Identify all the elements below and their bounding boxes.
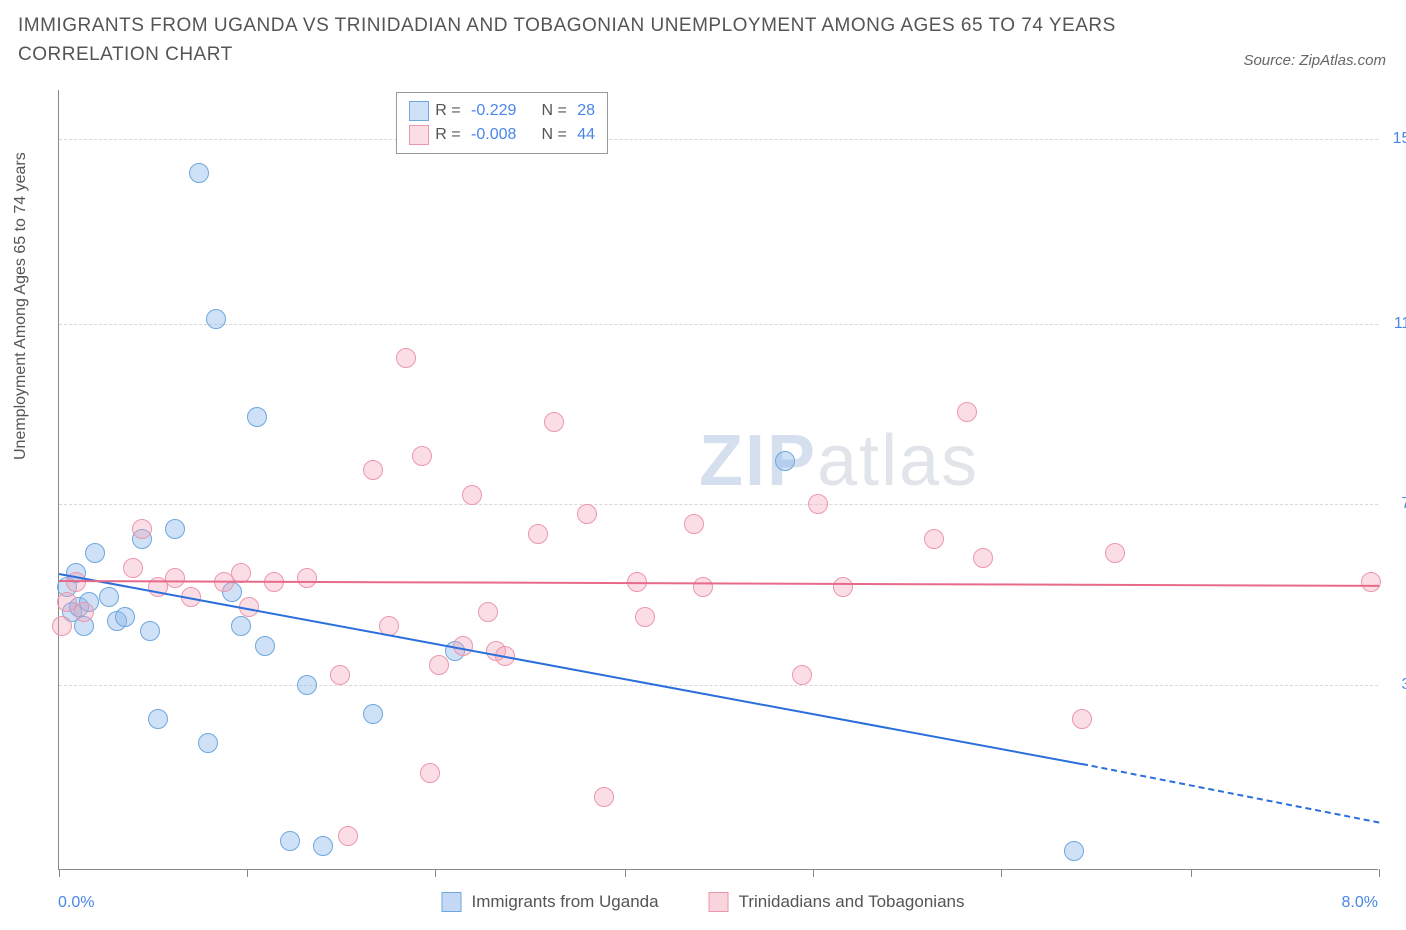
scatter-point bbox=[140, 621, 160, 641]
source-attribution: Source: ZipAtlas.com bbox=[1243, 52, 1386, 69]
trend-line bbox=[59, 580, 1379, 587]
scatter-point bbox=[206, 309, 226, 329]
legend-swatch-1 bbox=[442, 892, 462, 912]
scatter-point bbox=[412, 446, 432, 466]
scatter-point bbox=[297, 568, 317, 588]
scatter-point bbox=[363, 704, 383, 724]
scatter-point bbox=[280, 831, 300, 851]
x-tick bbox=[1379, 869, 1380, 877]
x-tick bbox=[1001, 869, 1002, 877]
scatter-point bbox=[792, 665, 812, 685]
scatter-point bbox=[577, 504, 597, 524]
r-label: R = bbox=[435, 126, 460, 144]
trend-line bbox=[1082, 763, 1379, 823]
x-tick bbox=[1191, 869, 1192, 877]
legend-bottom: Immigrants from Uganda Trinidadians and … bbox=[442, 892, 965, 912]
gridline bbox=[59, 504, 1378, 505]
scatter-point bbox=[165, 519, 185, 539]
scatter-point bbox=[453, 636, 473, 656]
scatter-point bbox=[52, 616, 72, 636]
scatter-point bbox=[1105, 543, 1125, 563]
gridline bbox=[59, 685, 1378, 686]
scatter-point bbox=[1072, 709, 1092, 729]
scatter-point bbox=[297, 675, 317, 695]
scatter-point bbox=[957, 402, 977, 422]
n-value: 44 bbox=[573, 126, 595, 144]
correlation-row: R = -0.229 N = 28 bbox=[409, 99, 595, 123]
r-value: -0.008 bbox=[467, 126, 527, 144]
scatter-point bbox=[808, 494, 828, 514]
scatter-point bbox=[396, 348, 416, 368]
scatter-point bbox=[973, 548, 993, 568]
scatter-point bbox=[148, 709, 168, 729]
scatter-point bbox=[684, 514, 704, 534]
scatter-point bbox=[338, 826, 358, 846]
n-value: 28 bbox=[573, 102, 595, 120]
scatter-point bbox=[255, 636, 275, 656]
scatter-point bbox=[99, 587, 119, 607]
legend-swatch-2 bbox=[709, 892, 729, 912]
legend-swatch bbox=[409, 101, 429, 121]
correlation-row: R = -0.008 N = 44 bbox=[409, 123, 595, 147]
x-tick bbox=[247, 869, 248, 877]
scatter-point bbox=[85, 543, 105, 563]
scatter-point bbox=[231, 563, 251, 583]
legend-item-series-2: Trinidadians and Tobagonians bbox=[709, 892, 965, 912]
x-axis-max-label: 8.0% bbox=[1342, 894, 1378, 912]
n-label: N = bbox=[533, 102, 567, 120]
r-label: R = bbox=[435, 102, 460, 120]
y-tick-label: 7.5% bbox=[1388, 495, 1406, 513]
legend-label-2: Trinidadians and Tobagonians bbox=[739, 892, 965, 912]
scatter-point bbox=[1064, 841, 1084, 861]
x-tick bbox=[59, 869, 60, 877]
scatter-point bbox=[594, 787, 614, 807]
legend-swatch bbox=[409, 125, 429, 145]
r-value: -0.229 bbox=[467, 102, 527, 120]
scatter-point bbox=[330, 665, 350, 685]
scatter-point bbox=[429, 655, 449, 675]
scatter-point bbox=[198, 733, 218, 753]
y-tick-label: 15.0% bbox=[1388, 130, 1406, 148]
scatter-point bbox=[462, 485, 482, 505]
scatter-point bbox=[231, 616, 251, 636]
scatter-point bbox=[544, 412, 564, 432]
scatter-point bbox=[693, 577, 713, 597]
scatter-point bbox=[420, 763, 440, 783]
x-tick bbox=[813, 869, 814, 877]
chart-title: IMMIGRANTS FROM UGANDA VS TRINIDADIAN AN… bbox=[18, 12, 1118, 69]
watermark: ZIPatlas bbox=[699, 420, 979, 502]
scatter-point bbox=[247, 407, 267, 427]
correlation-legend: R = -0.229 N = 28R = -0.008 N = 44 bbox=[396, 92, 608, 154]
n-label: N = bbox=[533, 126, 567, 144]
x-axis-min-label: 0.0% bbox=[58, 894, 94, 912]
scatter-plot-area: ZIPatlas 3.8%7.5%11.2%15.0% bbox=[58, 90, 1378, 870]
legend-item-series-1: Immigrants from Uganda bbox=[442, 892, 659, 912]
gridline bbox=[59, 324, 1378, 325]
scatter-point bbox=[528, 524, 548, 544]
scatter-point bbox=[478, 602, 498, 622]
scatter-point bbox=[363, 460, 383, 480]
scatter-point bbox=[132, 519, 152, 539]
legend-label-1: Immigrants from Uganda bbox=[472, 892, 659, 912]
scatter-point bbox=[775, 451, 795, 471]
x-tick bbox=[625, 869, 626, 877]
y-tick-label: 11.2% bbox=[1388, 315, 1406, 333]
x-tick bbox=[435, 869, 436, 877]
scatter-point bbox=[313, 836, 333, 856]
scatter-point bbox=[123, 558, 143, 578]
y-tick-label: 3.8% bbox=[1388, 676, 1406, 694]
gridline bbox=[59, 139, 1378, 140]
scatter-point bbox=[833, 577, 853, 597]
scatter-point bbox=[189, 163, 209, 183]
scatter-point bbox=[924, 529, 944, 549]
scatter-point bbox=[74, 602, 94, 622]
y-axis-label: Unemployment Among Ages 65 to 74 years bbox=[12, 152, 30, 460]
scatter-point bbox=[165, 568, 185, 588]
scatter-point bbox=[115, 607, 135, 627]
scatter-point bbox=[635, 607, 655, 627]
scatter-point bbox=[1361, 572, 1381, 592]
